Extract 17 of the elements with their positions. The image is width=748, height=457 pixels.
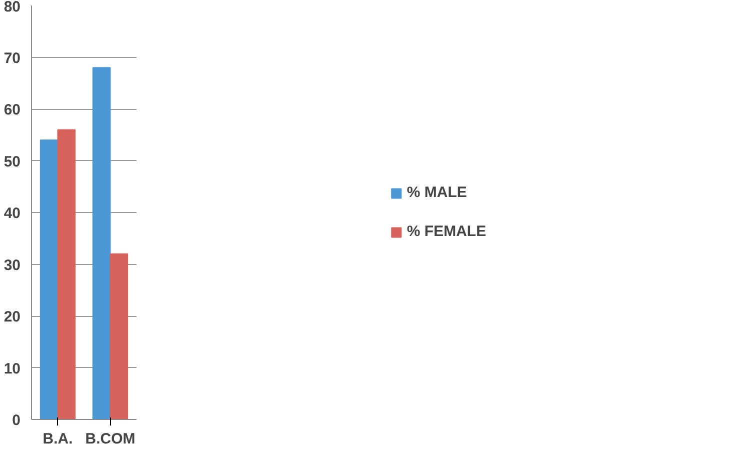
y-tick-label: 10: [4, 360, 21, 378]
y-tick-label: 70: [4, 50, 21, 67]
legend-label: % MALE: [406, 184, 467, 201]
y-tick-label: 0: [12, 412, 20, 429]
y-tick-label: 50: [4, 153, 21, 170]
legend-label: % FEMALE: [406, 223, 486, 240]
y-tick-label: 40: [4, 205, 21, 222]
bar: [110, 253, 128, 420]
y-tick-label: 80: [4, 0, 21, 16]
bar: [92, 67, 111, 420]
bar: [57, 129, 76, 420]
x-tick-label: B.A.: [42, 430, 73, 448]
y-tick-label: 60: [4, 102, 21, 118]
bar: [40, 140, 58, 420]
y-tick-label: 20: [4, 308, 21, 326]
x-tick-label: B.COM: [85, 430, 136, 448]
y-tick-label: 30: [4, 256, 21, 274]
